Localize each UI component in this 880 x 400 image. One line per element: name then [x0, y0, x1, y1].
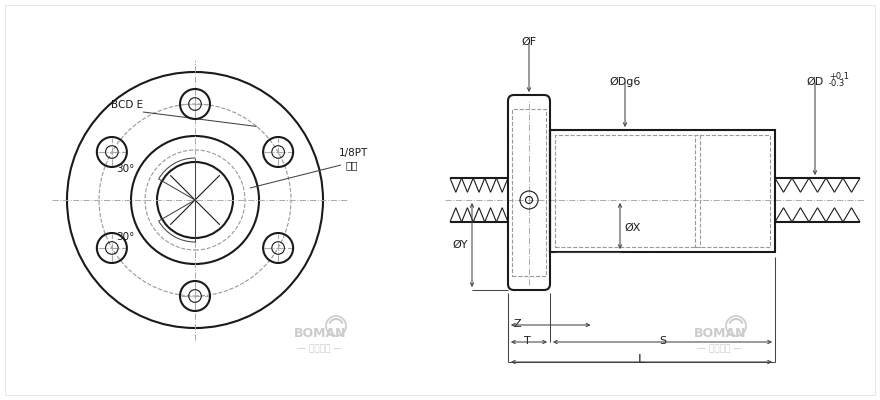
- Text: ØD: ØD: [806, 77, 824, 87]
- Text: 30°: 30°: [117, 164, 135, 174]
- Text: +0.1: +0.1: [829, 72, 849, 81]
- Text: 30°: 30°: [117, 232, 135, 242]
- Bar: [550, 130, 775, 252]
- Text: BOMAN: BOMAN: [294, 327, 346, 340]
- Text: — 勃曼工业 —: — 勃曼工业 —: [297, 344, 342, 353]
- Text: ØF: ØF: [522, 37, 537, 47]
- Text: ØY: ØY: [452, 240, 468, 250]
- Text: BOMAN: BOMAN: [693, 327, 746, 340]
- Bar: [555, 135, 700, 247]
- Text: L: L: [638, 353, 645, 366]
- Text: ØX: ØX: [624, 223, 641, 233]
- Text: Z: Z: [513, 319, 521, 329]
- Text: 1/8PT: 1/8PT: [339, 148, 368, 158]
- Text: BCD E: BCD E: [111, 100, 143, 110]
- Text: -0.3: -0.3: [829, 79, 846, 88]
- Text: 油孔: 油孔: [345, 160, 357, 170]
- Bar: [512, 109, 546, 276]
- Text: — 勃曼工业 —: — 勃曼工业 —: [697, 344, 743, 353]
- Text: S: S: [659, 336, 666, 346]
- Text: ØDg6: ØDg6: [609, 77, 641, 87]
- Text: T: T: [524, 336, 531, 346]
- Bar: [695, 135, 770, 247]
